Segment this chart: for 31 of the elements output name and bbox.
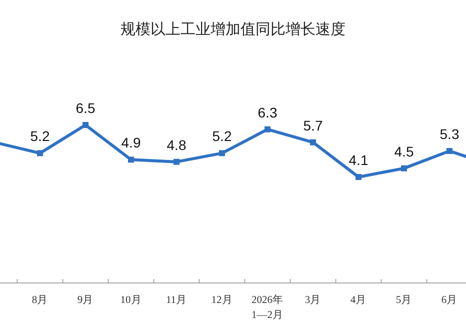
data-label: 6.3 <box>258 104 278 120</box>
x-tick-label: 3月 <box>304 294 322 306</box>
point <box>219 150 225 156</box>
point <box>401 165 407 172</box>
data-label: 5.3 <box>440 126 460 142</box>
data-label: 5.7 <box>303 117 323 134</box>
data-label: 5.2 <box>30 128 50 144</box>
point <box>128 156 134 163</box>
point <box>82 122 88 128</box>
point <box>264 126 270 132</box>
point <box>174 158 180 165</box>
chart-title: 规模以上工业增加值同比增长速度 <box>120 21 346 38</box>
data-label: 4.1 <box>348 152 368 168</box>
x-tick-label: 4月 <box>350 294 367 306</box>
point <box>356 174 362 180</box>
x-tick-label: 12月 <box>211 294 233 306</box>
data-label: 5.2 <box>212 128 232 144</box>
data-label: 4.8 <box>166 136 186 153</box>
data-label: 4.5 <box>394 143 414 160</box>
x-tick-label: 11月 <box>166 294 188 306</box>
point <box>37 150 43 156</box>
point <box>446 148 452 154</box>
x-tick-label: 5月 <box>396 294 412 306</box>
x-tick-label: 2026年 1—2月 <box>252 294 284 321</box>
x-tick-label: 8月 <box>32 294 48 306</box>
x-tick-label: 9月 <box>77 294 94 306</box>
x-tick-label: 10月 <box>120 294 142 306</box>
data-label: 6.5 <box>76 100 96 116</box>
point <box>310 139 316 146</box>
x-tick-label: 6月 <box>441 294 458 306</box>
data-label: 4.9 <box>121 134 141 151</box>
